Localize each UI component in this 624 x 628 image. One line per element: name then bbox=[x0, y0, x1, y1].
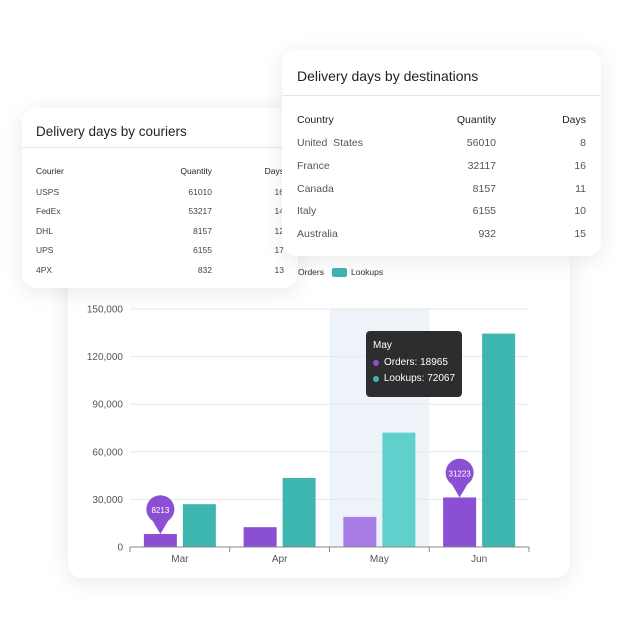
y-tick-label: 30,000 bbox=[92, 495, 123, 506]
tooltip-lookups-row: Lookups: 72067 bbox=[373, 373, 455, 384]
bar-lookups-mar bbox=[182, 504, 216, 547]
y-tick-label: 60,000 bbox=[92, 447, 123, 458]
legend-orders[interactable]: Orders bbox=[298, 267, 324, 277]
tooltip-lookups-dot bbox=[373, 375, 379, 382]
courier-quantity: 53217 bbox=[188, 206, 212, 217]
bar-lookups-apr bbox=[282, 477, 316, 547]
courier-days: 16 bbox=[274, 186, 284, 197]
courier-days: 13 bbox=[274, 264, 284, 275]
x-tick-label: Apr bbox=[272, 554, 288, 565]
pin-label: 31223 bbox=[449, 469, 472, 478]
legend-lookups-swatch bbox=[331, 267, 347, 277]
courier-name: DHL bbox=[36, 225, 54, 236]
table-row: DHL 8157 12 bbox=[36, 221, 284, 241]
pin-marker-jun: 31223 bbox=[445, 458, 474, 498]
tooltip-orders-row: Orders: 18965 bbox=[373, 357, 455, 368]
country-quantity: 56010 bbox=[466, 137, 496, 150]
table-row: UPS 6155 17 bbox=[36, 241, 284, 261]
table-row: USPS 61010 16 bbox=[36, 182, 284, 202]
country-quantity: 932 bbox=[478, 228, 496, 241]
country-name: Australia bbox=[297, 228, 338, 241]
courier-name: FedEx bbox=[36, 206, 61, 217]
pin-marker-mar: 8213 bbox=[146, 495, 175, 534]
chart-legend: Orders Lookups bbox=[298, 267, 387, 277]
country-name: United States bbox=[297, 137, 363, 150]
bar-lookups-jun bbox=[482, 333, 516, 547]
bar-orders-apr bbox=[243, 527, 277, 547]
x-tick-label: Mar bbox=[171, 554, 189, 565]
country-quantity: 8157 bbox=[472, 182, 496, 195]
courier-quantity: 832 bbox=[197, 264, 212, 275]
table-row: 4PX 832 13 bbox=[36, 260, 284, 280]
pin-label: 8213 bbox=[151, 506, 169, 515]
couriers-header-row: Courier Quantity Days bbox=[36, 160, 284, 182]
courier-name: USPS bbox=[36, 186, 60, 197]
tooltip-orders-dot bbox=[373, 359, 379, 366]
bar-orders-jun bbox=[443, 497, 477, 547]
courier-name: UPS bbox=[36, 245, 54, 256]
couriers-card-title: Delivery days by couriers bbox=[36, 124, 187, 139]
y-tick-label: 90,000 bbox=[92, 400, 123, 411]
destinations-divider bbox=[282, 95, 601, 96]
bar-lookups-may bbox=[382, 432, 416, 547]
courier-quantity: 61010 bbox=[188, 186, 212, 197]
destinations-table: Country Quantity Days United States 5601… bbox=[297, 108, 586, 245]
courier-name: 4PX bbox=[36, 264, 53, 275]
courier-days: 12 bbox=[274, 225, 284, 236]
legend-lookups[interactable]: Lookups bbox=[331, 267, 384, 277]
couriers-divider bbox=[22, 147, 298, 148]
country-name: Italy bbox=[297, 205, 317, 218]
table-row: France 32117 16 bbox=[297, 155, 586, 178]
header-days: Days bbox=[562, 114, 586, 126]
chart-tooltip: May Orders: 18965 Lookups: 72067 bbox=[366, 331, 462, 397]
courier-quantity: 6155 bbox=[193, 245, 212, 256]
table-row: FedEx 53217 14 bbox=[36, 202, 284, 222]
country-days: 10 bbox=[574, 205, 586, 218]
country-name: Canada bbox=[297, 182, 334, 195]
destinations-card-title: Delivery days by destinations bbox=[297, 68, 479, 84]
courier-days: 14 bbox=[274, 206, 284, 217]
destinations-card: Delivery days by destinations Country Qu… bbox=[282, 50, 601, 256]
country-days: 16 bbox=[574, 160, 586, 173]
couriers-card: Delivery days by couriers Courier Quanti… bbox=[22, 108, 298, 288]
y-tick-label: 0 bbox=[117, 543, 123, 554]
pin-shape bbox=[445, 458, 474, 498]
table-row: Australia 932 15 bbox=[297, 223, 586, 246]
couriers-table: Courier Quantity Days USPS 61010 16 FedE… bbox=[36, 160, 284, 280]
bar-orders-mar bbox=[143, 533, 177, 547]
x-tick-label: May bbox=[370, 554, 389, 565]
tooltip-orders-value: Orders: 18965 bbox=[384, 357, 448, 368]
y-tick-label: 120,000 bbox=[87, 352, 124, 363]
header-quantity: Quantity bbox=[180, 166, 212, 176]
legend-lookups-label: Lookups bbox=[350, 267, 384, 277]
country-days: 11 bbox=[575, 182, 586, 195]
legend-orders-label: Orders bbox=[298, 267, 324, 277]
country-days: 8 bbox=[580, 137, 586, 150]
country-quantity: 6155 bbox=[472, 205, 496, 218]
courier-quantity: 8157 bbox=[193, 225, 212, 236]
table-row: Italy 6155 10 bbox=[297, 200, 586, 223]
country-name: France bbox=[297, 160, 330, 173]
x-tick-label: Jun bbox=[471, 554, 487, 565]
bar-orders-may bbox=[343, 516, 377, 547]
country-quantity: 32117 bbox=[467, 160, 496, 173]
y-tick-label: 150,000 bbox=[87, 305, 124, 316]
header-days: Days bbox=[264, 166, 284, 176]
header-quantity: Quantity bbox=[456, 114, 496, 126]
table-row: United States 56010 8 bbox=[297, 132, 586, 155]
destinations-header-row: Country Quantity Days bbox=[297, 108, 586, 132]
courier-days: 17 bbox=[274, 245, 284, 256]
tooltip-title: May bbox=[373, 340, 392, 351]
pin-shape bbox=[146, 495, 175, 534]
table-row: Canada 8157 11 bbox=[297, 177, 586, 200]
country-days: 15 bbox=[574, 228, 586, 241]
tooltip-lookups-value: Lookups: 72067 bbox=[383, 373, 455, 384]
header-courier: Courier bbox=[36, 166, 64, 176]
header-country: Country bbox=[297, 114, 334, 126]
